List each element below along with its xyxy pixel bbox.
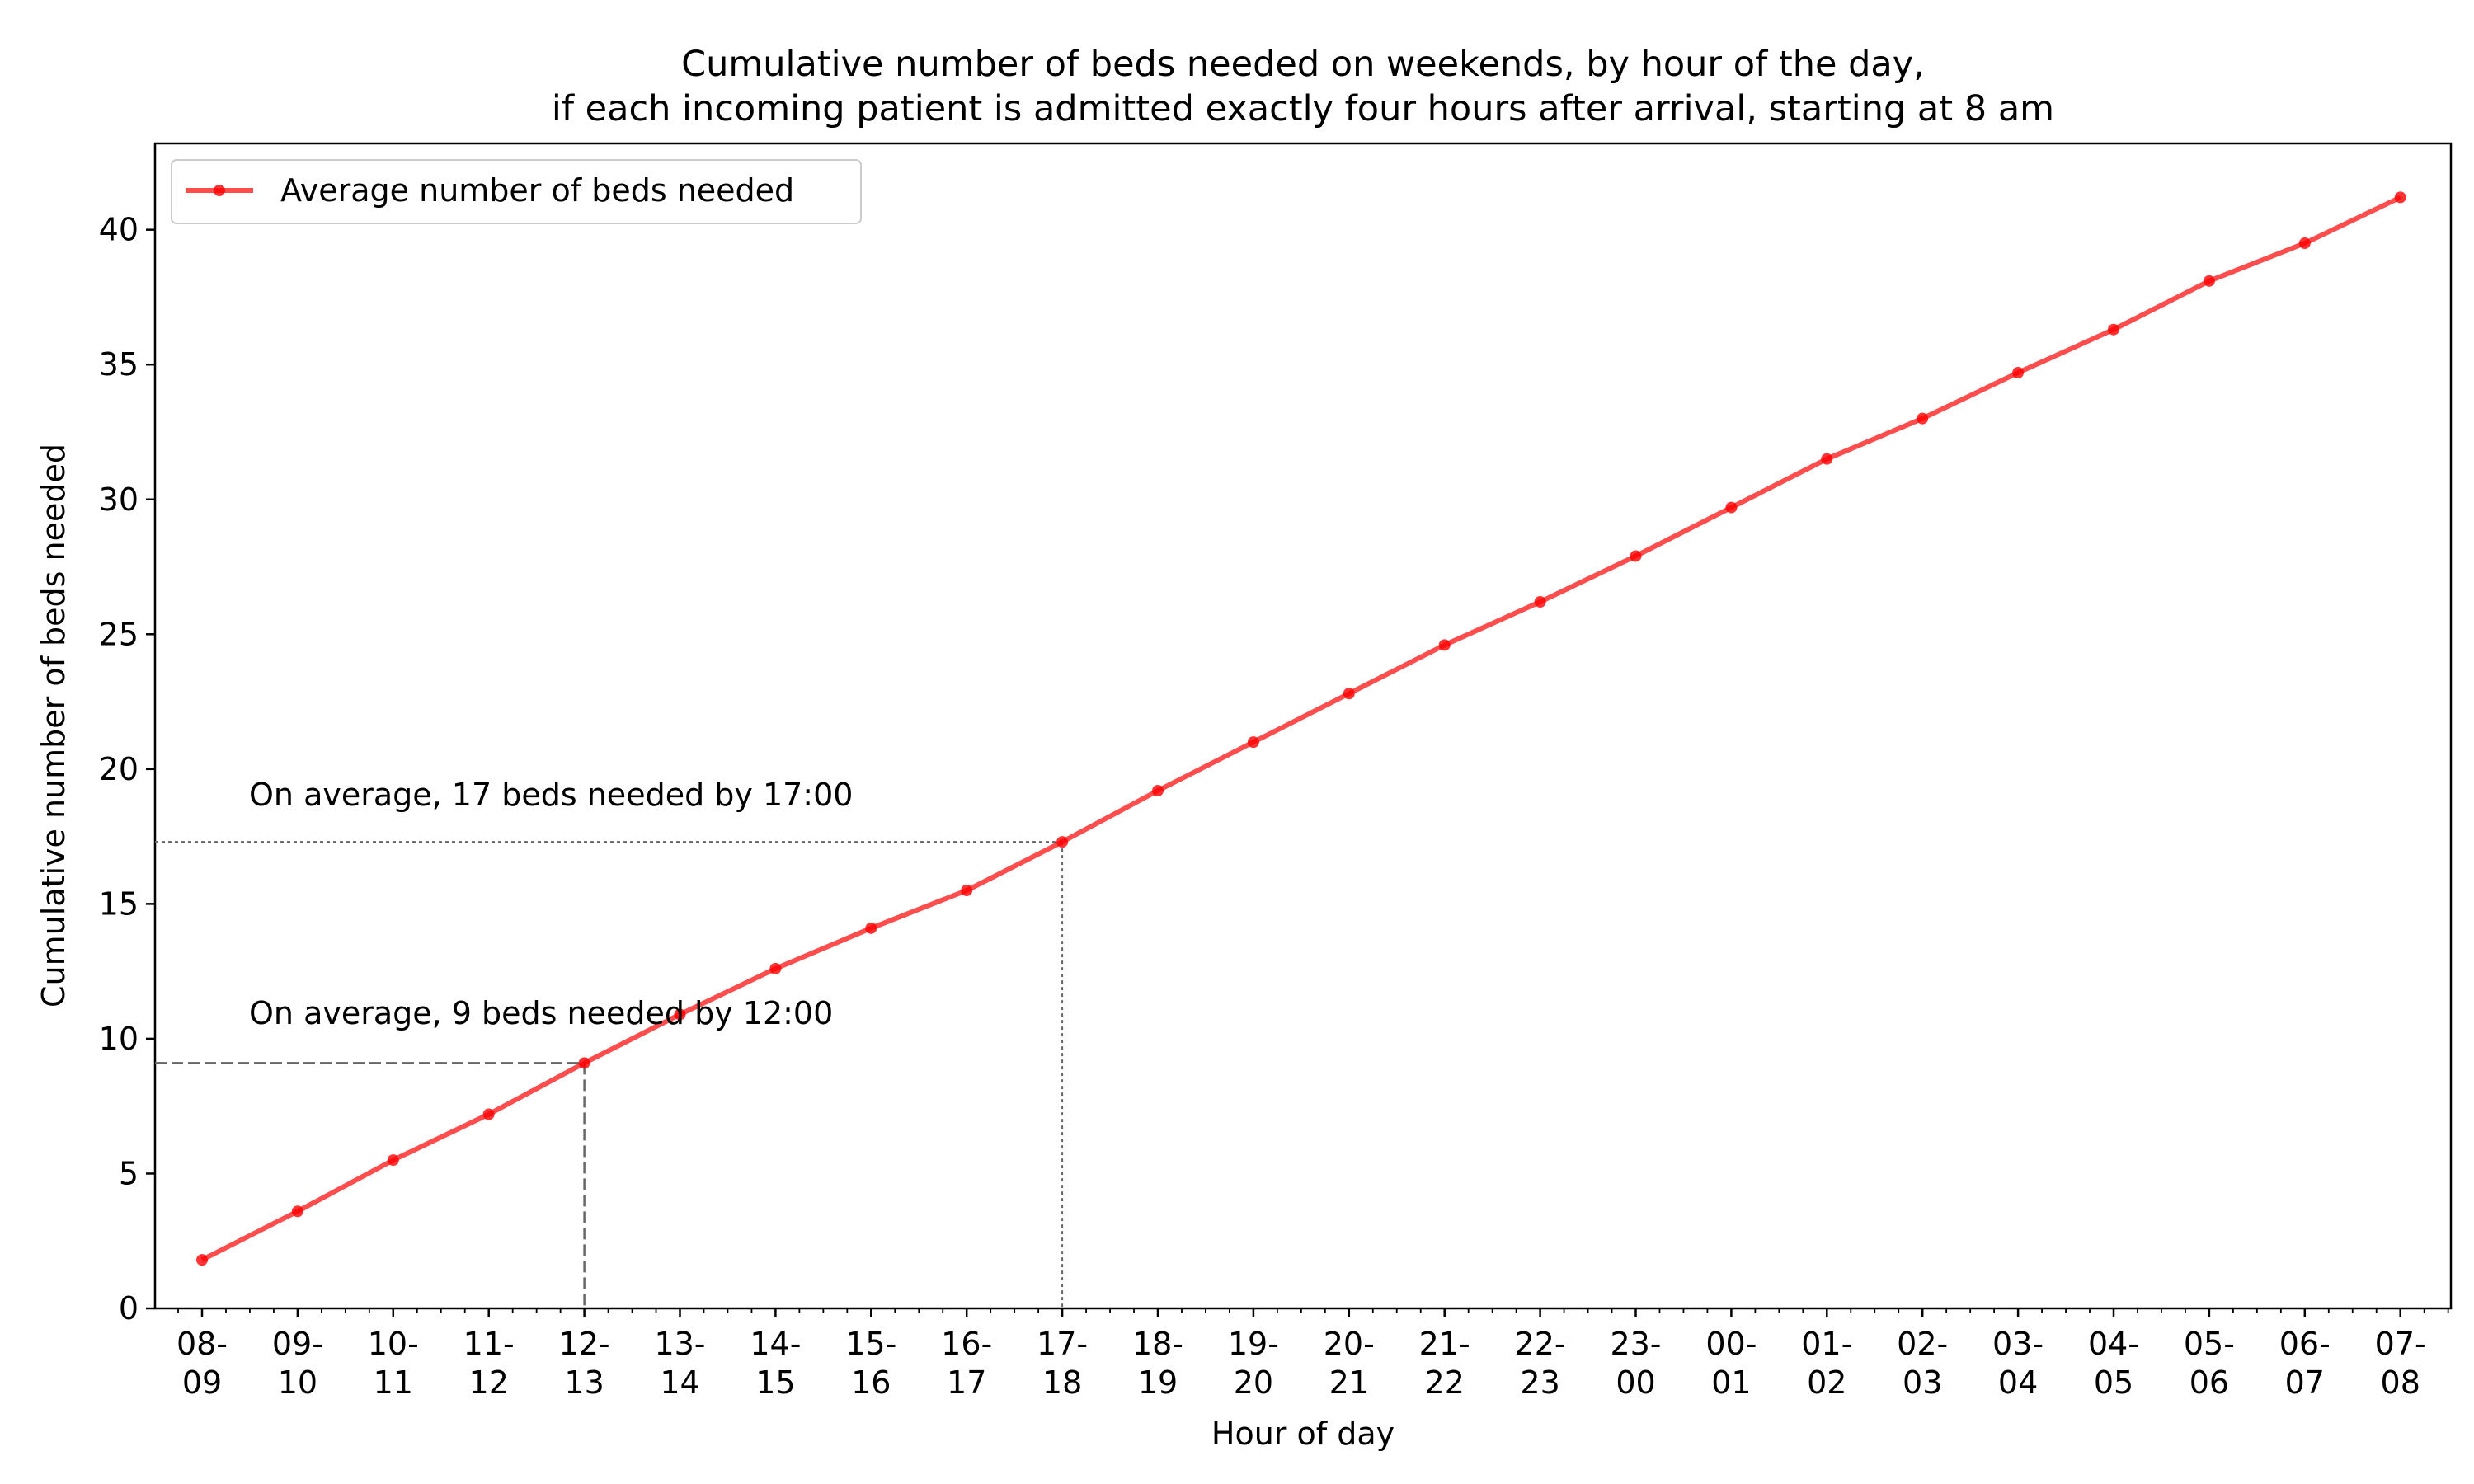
x-tick-label-end: 13	[564, 1364, 604, 1401]
data-point	[1247, 736, 1259, 749]
x-tick-label-start: 02-	[1897, 1326, 1948, 1362]
x-tick-label-end: 12	[469, 1364, 509, 1401]
x-tick-label-end: 23	[1520, 1364, 1559, 1401]
data-point	[1821, 453, 1833, 465]
chart-title-line-2: if each incoming patient is admitted exa…	[552, 88, 2054, 129]
x-tick-label-end: 20	[1234, 1364, 1273, 1401]
x-tick-label-end: 14	[660, 1364, 699, 1401]
x-tick-label-end: 10	[278, 1364, 317, 1401]
x-tick-label-start: 03-	[1992, 1326, 2044, 1362]
y-tick-label: 5	[119, 1155, 139, 1191]
data-point	[1152, 785, 1164, 796]
y-tick-label: 25	[99, 616, 139, 652]
x-tick-label-end: 04	[1998, 1364, 2038, 1401]
x-tick-label-end: 17	[947, 1364, 986, 1401]
x-tick-label-start: 21-	[1419, 1326, 1470, 1362]
x-tick-label-start: 16-	[941, 1326, 992, 1362]
x-tick-label-end: 02	[1807, 1364, 1846, 1401]
data-point	[1534, 596, 1546, 608]
x-tick-label-end: 08	[2381, 1364, 2420, 1401]
x-tick-label-start: 13-	[654, 1326, 705, 1362]
data-point	[2298, 237, 2311, 250]
reference-lines	[155, 841, 1064, 1308]
x-tick-label-end: 07	[2285, 1364, 2325, 1401]
y-tick-label: 15	[99, 885, 139, 922]
x-tick-label-start: 19-	[1228, 1326, 1279, 1362]
y-axis-label: Cumulative number of beds needed	[35, 444, 72, 1007]
chart-title-line-1: Cumulative number of beds needed on week…	[681, 44, 1925, 85]
x-tick-label-start: 05-	[2184, 1326, 2235, 1362]
y-axis-ticks: 0 5 10 15 20 25 30 35 40	[99, 212, 155, 1327]
x-axis-ticks: 08-0909-1010-1111-1212-1313-1414-1515-16…	[176, 1308, 2449, 1401]
x-tick-label-start: 11-	[463, 1326, 515, 1362]
y-tick-label: 0	[119, 1290, 139, 1327]
y-tick-label: 20	[99, 751, 139, 787]
legend-box	[171, 159, 862, 224]
legend-label: Average number of beds needed	[280, 172, 794, 209]
x-axis-label: Hour of day	[1211, 1416, 1395, 1452]
data-point	[2012, 367, 2025, 379]
series-line	[200, 195, 2401, 1262]
data-point	[769, 962, 782, 974]
y-tick-label: 40	[99, 212, 139, 248]
x-tick-label-start: 04-	[2088, 1326, 2139, 1362]
data-point	[1056, 836, 1069, 848]
x-tick-label-start: 12-	[559, 1326, 610, 1362]
plot-area	[153, 142, 2453, 1310]
x-tick-label-start: 18-	[1132, 1326, 1183, 1362]
x-tick-label-start: 10-	[368, 1326, 419, 1362]
x-tick-label-end: 11	[374, 1364, 413, 1401]
data-point	[387, 1154, 399, 1167]
x-tick-label-end: 18	[1042, 1364, 1082, 1401]
legend-point-marker	[214, 185, 225, 196]
data-point	[2108, 323, 2119, 336]
x-tick-label-start: 07-	[2375, 1326, 2426, 1362]
data-point	[291, 1205, 303, 1218]
x-tick-label-start: 15-	[845, 1326, 896, 1362]
x-tick-label-start: 00-	[1705, 1326, 1757, 1362]
legend: Average number of beds needed	[171, 159, 862, 224]
data-point	[1438, 639, 1451, 651]
data-point	[196, 1254, 208, 1266]
series-average-beds	[196, 191, 2406, 1266]
x-tick-label-end: 16	[851, 1364, 891, 1401]
y-tick-label: 10	[99, 1021, 139, 1057]
data-point	[865, 922, 877, 934]
x-tick-label-start: 20-	[1324, 1326, 1375, 1362]
x-tick-label-start: 23-	[1610, 1326, 1661, 1362]
x-tick-label-start: 22-	[1515, 1326, 1566, 1362]
data-point	[961, 885, 973, 897]
annotation-17-beds: On average, 17 beds needed by 17:00	[249, 777, 853, 813]
data-point	[674, 1008, 686, 1021]
data-point	[2203, 275, 2215, 287]
data-point	[2394, 191, 2406, 204]
x-tick-label-end: 09	[182, 1364, 222, 1401]
x-tick-label-start: 06-	[2279, 1326, 2331, 1362]
x-tick-label-end: 06	[2189, 1364, 2229, 1401]
x-tick-label-start: 17-	[1037, 1326, 1088, 1362]
data-point	[1725, 501, 1738, 514]
x-tick-label-start: 08-	[176, 1326, 228, 1362]
x-tick-label-end: 15	[755, 1364, 795, 1401]
data-point	[1917, 412, 1929, 425]
x-tick-label-end: 01	[1711, 1364, 1751, 1401]
y-tick-label: 30	[99, 481, 139, 518]
annotation-9-beds: On average, 9 beds needed by 12:00	[249, 995, 833, 1031]
data-point	[1343, 688, 1355, 700]
data-point	[1630, 550, 1642, 562]
data-point	[578, 1057, 590, 1069]
x-tick-label-end: 03	[1903, 1364, 1942, 1401]
x-tick-label-end: 00	[1616, 1364, 1655, 1401]
x-tick-label-end: 05	[2094, 1364, 2133, 1401]
x-tick-label-end: 19	[1138, 1364, 1178, 1401]
x-tick-label-end: 22	[1425, 1364, 1465, 1401]
x-tick-label-start: 14-	[750, 1326, 801, 1362]
x-tick-label-start: 01-	[1801, 1326, 1852, 1362]
y-tick-label: 35	[99, 346, 139, 383]
x-tick-label-start: 09-	[272, 1326, 323, 1362]
data-point	[482, 1108, 495, 1120]
x-tick-label-end: 21	[1329, 1364, 1369, 1401]
